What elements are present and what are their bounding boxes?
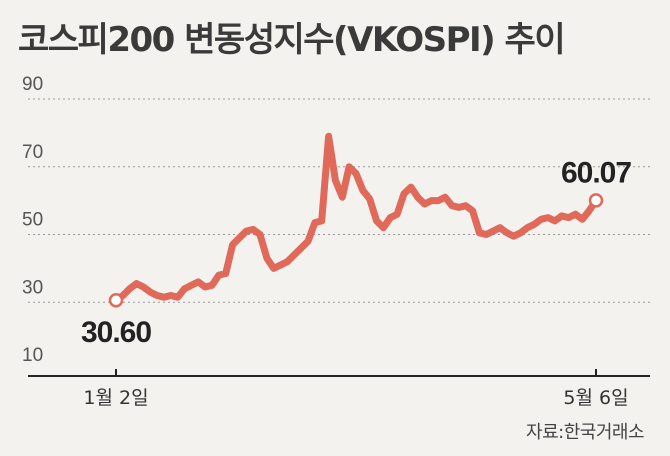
series-line — [112, 132, 600, 304]
y-tick-label: 50 — [22, 210, 43, 231]
y-tick-label: 70 — [22, 142, 43, 163]
source-note: 자료:한국거래소 — [526, 422, 644, 443]
start-value-label: 30.60 — [81, 316, 151, 349]
chart-title: 코스피200 변동성지수(VKOSPI) 추이 — [18, 20, 566, 60]
y-tick-label: 10 — [22, 345, 43, 366]
gridlines — [28, 98, 650, 303]
y-tick-label: 90 — [22, 74, 43, 95]
y-tick-label: 30 — [22, 277, 43, 298]
x-tick-label: 1월 2일 — [83, 387, 148, 409]
start-point-marker — [108, 292, 124, 308]
y-axis-ticks: 90 70 50 30 10 — [22, 74, 43, 366]
x-tick-label: 5월 6일 — [563, 387, 628, 409]
end-markers — [108, 193, 604, 308]
end-value-label: 60.07 — [561, 156, 631, 189]
x-axis-ticks: 1월 2일 5월 6일 — [83, 369, 629, 409]
end-point-marker — [588, 193, 604, 208]
